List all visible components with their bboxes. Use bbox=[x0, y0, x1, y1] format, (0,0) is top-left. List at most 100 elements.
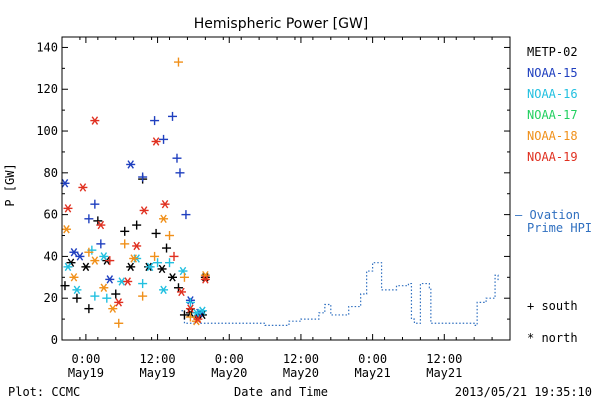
noaa-19-north-point bbox=[176, 287, 186, 297]
marker-stroke bbox=[194, 314, 202, 324]
legend-entry-noaa-17: NOAA-17 bbox=[527, 108, 578, 122]
plot-frame bbox=[61, 36, 511, 341]
noaa-18-south-point bbox=[165, 231, 175, 241]
ovation-legend-line1: — Ovation bbox=[515, 208, 580, 222]
marker-stroke bbox=[169, 273, 176, 282]
ovation-hpi-line-layer bbox=[181, 262, 499, 326]
x-tick-date-label: May21 bbox=[426, 366, 462, 380]
marker-stroke bbox=[160, 214, 167, 224]
noaa-15-south-point bbox=[181, 210, 191, 220]
noaa-18-south-point bbox=[179, 272, 189, 282]
noaa-18-north-point bbox=[108, 304, 118, 313]
noaa-19-north-point bbox=[139, 206, 149, 215]
y-tick-label: 60 bbox=[44, 208, 58, 222]
noaa-16-north-point bbox=[72, 285, 82, 295]
x-tick-time-label: 0:00 bbox=[71, 352, 100, 366]
marker-stroke bbox=[106, 275, 114, 284]
south-marker-legend: + south bbox=[527, 299, 578, 313]
noaa-15-south-point bbox=[84, 214, 94, 224]
marker-stroke bbox=[152, 137, 160, 146]
noaa-15-south-point bbox=[168, 111, 178, 121]
noaa-19-north-point bbox=[78, 183, 88, 192]
metp-02-north-point bbox=[168, 273, 178, 282]
metp-02-south-point bbox=[132, 220, 142, 230]
x-axis: 0:00May1912:00May190:00May2012:00May200:… bbox=[61, 37, 511, 380]
noaa-16-north-point bbox=[197, 306, 207, 315]
marker-stroke bbox=[70, 248, 78, 257]
x-tick-date-label: May20 bbox=[211, 366, 247, 380]
metp-02-south-point bbox=[173, 283, 183, 293]
noaa-16-south-point bbox=[90, 291, 100, 301]
noaa-15-south-point bbox=[159, 134, 169, 144]
metp-02-south-point bbox=[93, 216, 103, 226]
x-tick-time-label: 12:00 bbox=[140, 352, 176, 366]
metp-02-north-point bbox=[126, 262, 136, 272]
x-tick-date-label: May19 bbox=[68, 366, 104, 380]
marker-stroke bbox=[100, 252, 108, 261]
metp-02-north-point bbox=[66, 258, 76, 267]
x-axis-label: Date and Time bbox=[234, 385, 328, 399]
metp-02-south-point bbox=[179, 310, 189, 320]
legend-entry-noaa-16: NOAA-16 bbox=[527, 87, 578, 101]
marker-stroke bbox=[109, 304, 117, 313]
y-tick-label: 0 bbox=[51, 333, 58, 347]
noaa-18-south-point bbox=[84, 247, 94, 257]
marker-stroke bbox=[158, 264, 166, 274]
legend-entry-metp-02: METP-02 bbox=[527, 45, 578, 59]
noaa-16-north-point bbox=[63, 262, 73, 272]
noaa-15-north-point bbox=[69, 248, 79, 257]
marker-stroke bbox=[64, 262, 72, 272]
legend-entry-noaa-19: NOAA-19 bbox=[527, 150, 578, 164]
noaa-18-north-point bbox=[90, 256, 100, 265]
marker-stroke bbox=[79, 183, 87, 192]
marker-stroke bbox=[91, 116, 99, 125]
noaa-16-north-point bbox=[99, 252, 109, 261]
x-tick-date-label: May21 bbox=[355, 366, 391, 380]
marker-stroke bbox=[127, 160, 134, 169]
marker-stroke bbox=[199, 306, 206, 315]
noaa-19-north-point bbox=[63, 204, 73, 213]
legend-entry-noaa-18: NOAA-18 bbox=[527, 129, 578, 143]
marker-stroke bbox=[97, 220, 105, 230]
noaa-18-south-point bbox=[138, 291, 148, 301]
noaa-19-north-point bbox=[96, 220, 106, 230]
noaa-18-south-point bbox=[150, 251, 160, 261]
metp-02-south-point bbox=[72, 293, 82, 303]
noaa-15-south-point bbox=[175, 168, 185, 178]
marker-stroke bbox=[178, 287, 185, 297]
y-tick-label: 20 bbox=[44, 291, 58, 305]
plot-timestamp: 2013/05/21 19:35:10 bbox=[455, 385, 592, 399]
chart-title: Hemispheric Power [GW] bbox=[194, 16, 369, 32]
noaa-19-north-point bbox=[160, 199, 170, 209]
marker-stroke bbox=[130, 254, 137, 263]
y-axis-label: P [GW] bbox=[3, 163, 17, 206]
y-tick-label: 40 bbox=[44, 249, 58, 263]
noaa-18-north-point bbox=[69, 273, 79, 282]
noaa-16-south-point bbox=[185, 297, 195, 307]
noaa-15-south-point bbox=[172, 153, 182, 163]
noaa-19-north-point bbox=[151, 137, 161, 146]
metp-02-south-point bbox=[111, 289, 121, 299]
marker-stroke bbox=[127, 262, 134, 272]
noaa-18-south-point bbox=[114, 318, 124, 328]
marker-stroke bbox=[115, 298, 123, 307]
x-tick-time-label: 12:00 bbox=[426, 352, 462, 366]
noaa-16-north-point bbox=[178, 266, 188, 276]
metp-02-south-point bbox=[151, 228, 161, 238]
marker-stroke bbox=[124, 277, 131, 286]
ovation-hpi-line bbox=[181, 262, 499, 326]
noaa-16-south-point bbox=[102, 293, 112, 303]
noaa-19-north-point bbox=[185, 304, 195, 313]
noaa-19-north-point bbox=[123, 277, 133, 286]
x-tick-date-label: May20 bbox=[283, 366, 319, 380]
marker-stroke bbox=[202, 275, 209, 284]
marker-stroke bbox=[161, 199, 169, 209]
noaa-16-south-point bbox=[153, 258, 163, 268]
noaa-15-north-point bbox=[105, 275, 115, 284]
noaa-18-north-point bbox=[99, 283, 109, 292]
marker-stroke bbox=[76, 252, 84, 261]
noaa-18-north-point bbox=[129, 254, 139, 263]
ovation-legend-line2: Prime HPI bbox=[527, 221, 592, 235]
x-tick-time-label: 0:00 bbox=[358, 352, 387, 366]
x-tick-date-label: May19 bbox=[140, 366, 176, 380]
